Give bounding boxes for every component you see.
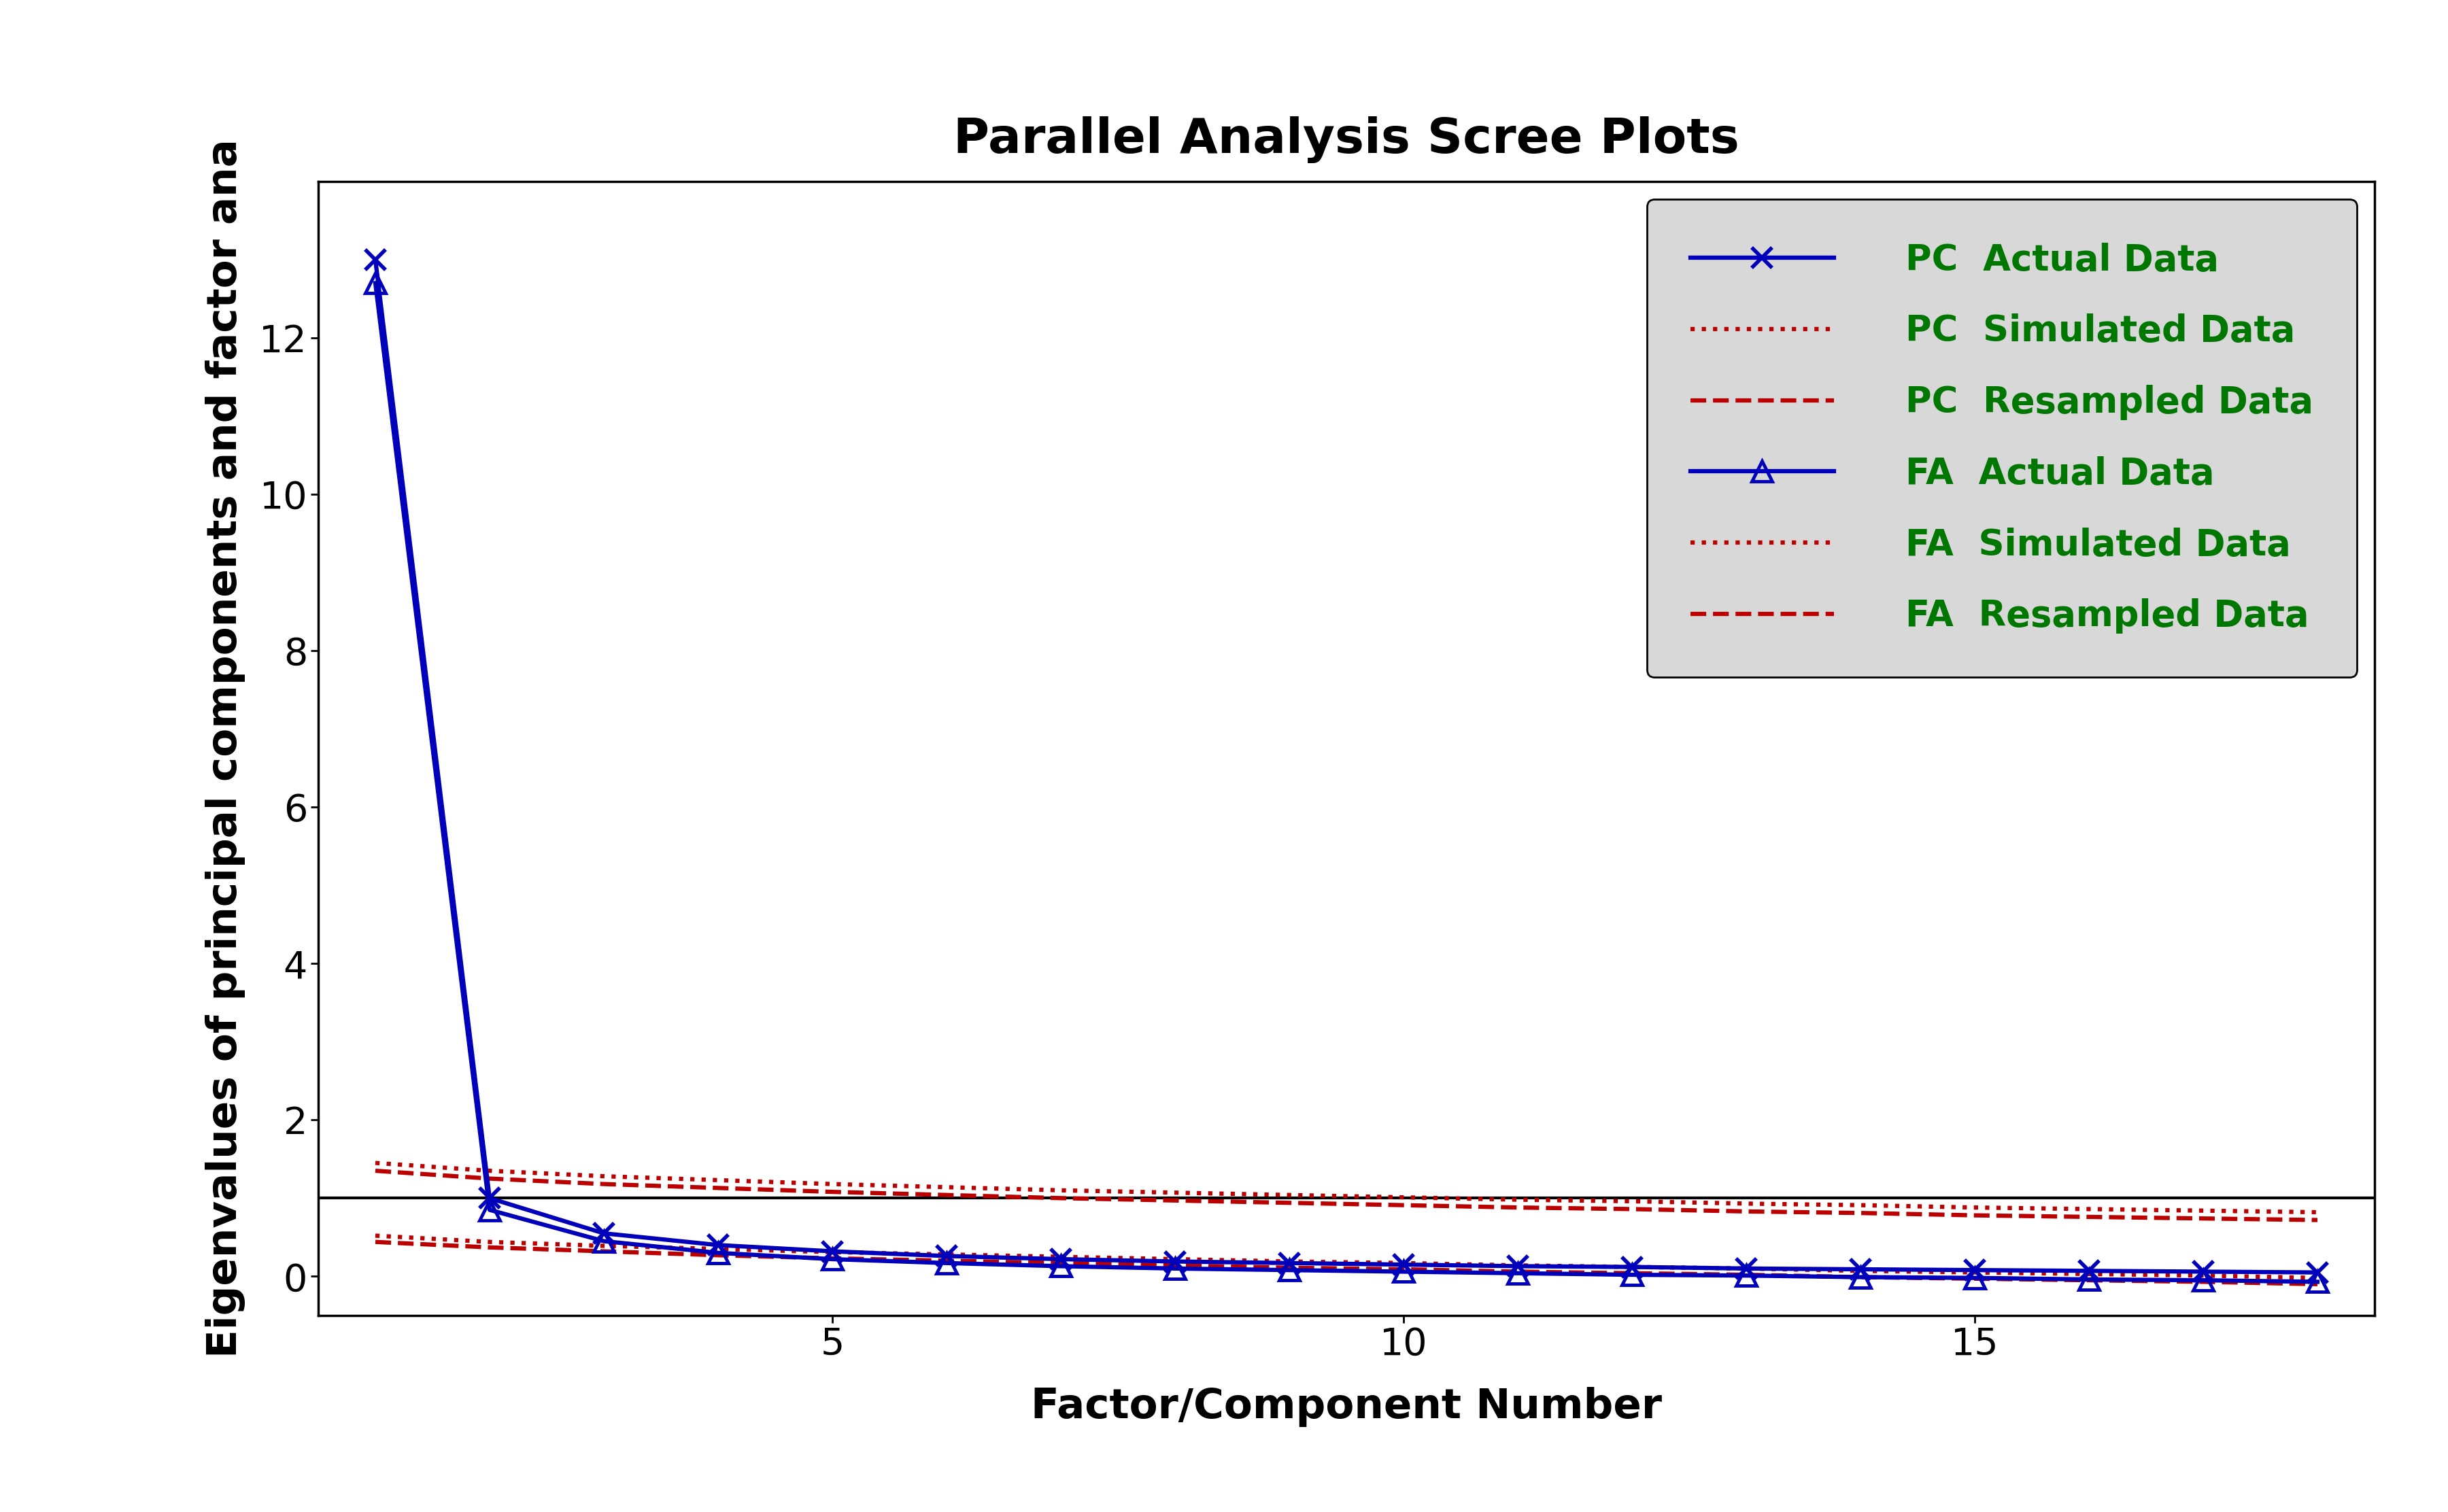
Legend: PC  Actual Data, PC  Simulated Data, PC  Resampled Data, FA  Actual Data, FA  Si: PC Actual Data, PC Simulated Data, PC Re… bbox=[1648, 200, 2357, 677]
Y-axis label: Eigenvalues of principal components and factor ana: Eigenvalues of principal components and … bbox=[206, 139, 245, 1358]
X-axis label: Factor/Component Number: Factor/Component Number bbox=[1031, 1387, 1662, 1427]
Title: Parallel Analysis Scree Plots: Parallel Analysis Scree Plots bbox=[952, 116, 1741, 163]
